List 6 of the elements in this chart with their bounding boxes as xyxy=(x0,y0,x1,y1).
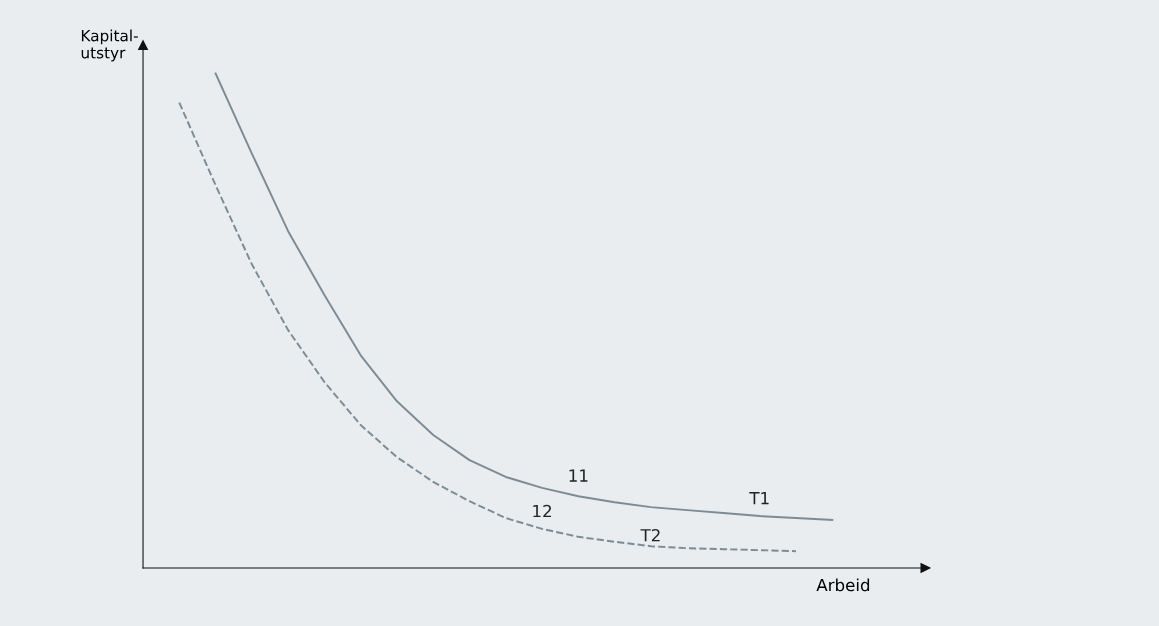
y-axis-title: Kapital- utstyr xyxy=(81,29,138,62)
x-axis-title: Arbeid xyxy=(816,578,870,592)
annotation: 11 xyxy=(569,469,588,482)
annotation: 12 xyxy=(533,504,552,518)
series-label: T2 xyxy=(640,528,660,542)
series-label: T1 xyxy=(749,492,769,505)
